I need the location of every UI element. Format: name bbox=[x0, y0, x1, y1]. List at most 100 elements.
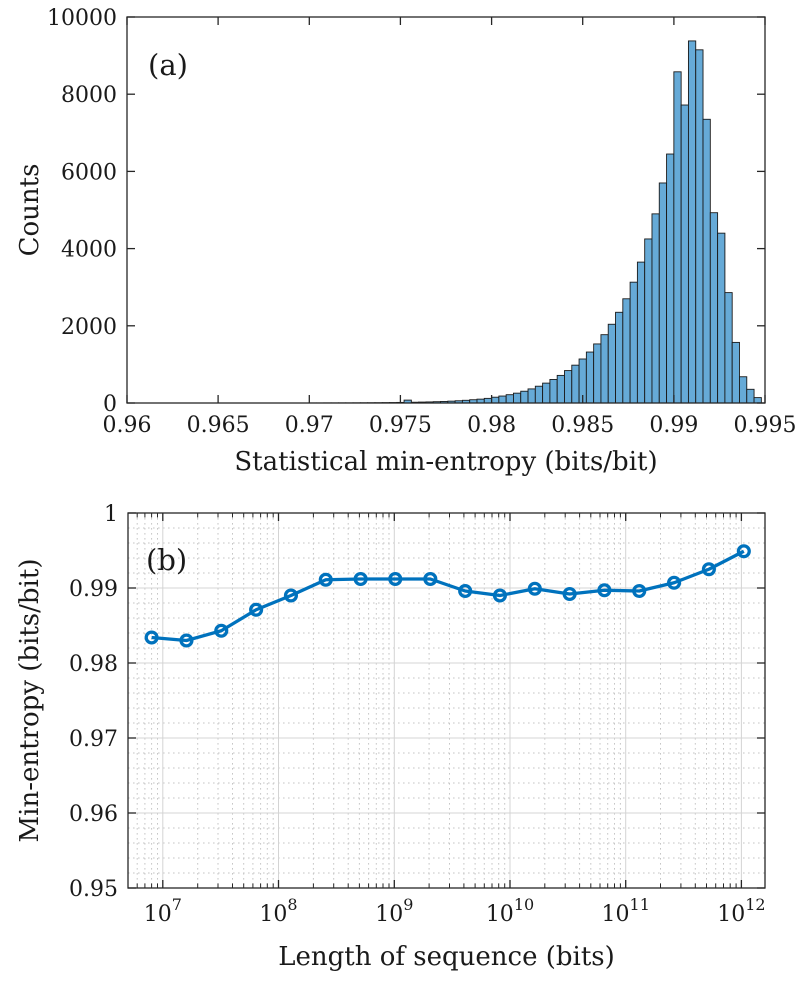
histogram-bar bbox=[753, 397, 762, 404]
panel-a-axes bbox=[126, 16, 766, 404]
panel-b-ytick-label: 1 bbox=[104, 502, 118, 527]
panel-a: 0.96 0.965 0.97 0.975 0.98 0.985 0.99 0.995 0 200… bbox=[15, 6, 796, 477]
data-point-marker bbox=[179, 633, 194, 648]
histogram-bar bbox=[527, 388, 536, 404]
panel-a-ytick-label: 10000 bbox=[47, 6, 117, 31]
data-point-marker bbox=[318, 572, 333, 587]
panel-b-xaxis-label: Length of sequence (bits) bbox=[278, 942, 615, 972]
panel-a-ytick-label: 6000 bbox=[61, 160, 117, 185]
histogram-bar bbox=[585, 351, 595, 404]
histogram-bar bbox=[571, 364, 580, 404]
panel-a-xtick-label: 0.965 bbox=[187, 413, 250, 438]
histogram-bar bbox=[607, 323, 616, 404]
panel-a-xtick-label: 0.975 bbox=[369, 413, 432, 438]
histogram-bars bbox=[308, 40, 762, 404]
histogram-bar bbox=[739, 376, 748, 404]
panel-b-label: (b) bbox=[146, 543, 187, 577]
histogram-bar bbox=[542, 382, 551, 404]
histogram-bar bbox=[695, 49, 704, 404]
histogram-bar bbox=[564, 370, 573, 404]
histogram-bar bbox=[615, 311, 624, 404]
panel-a-xtick-label: 0.985 bbox=[551, 413, 614, 438]
data-point-marker bbox=[492, 588, 507, 603]
data-point-marker bbox=[701, 562, 716, 577]
histogram-bar bbox=[636, 261, 646, 404]
panel-a-xtick-label: 0.98 bbox=[467, 413, 516, 438]
data-point-marker bbox=[527, 581, 542, 596]
panel-a-xtick-label: 0.97 bbox=[285, 413, 334, 438]
histogram-bar bbox=[731, 341, 740, 404]
histogram-bar bbox=[505, 394, 514, 404]
data-point-marker bbox=[388, 571, 403, 587]
panel-a-ytick-label: 0 bbox=[103, 392, 117, 417]
histogram-bar bbox=[666, 153, 675, 404]
histogram-bar bbox=[483, 397, 493, 404]
data-point-marker bbox=[353, 571, 368, 587]
min-entropy-line bbox=[151, 549, 745, 643]
data-point-marker bbox=[144, 630, 159, 645]
data-point-marker bbox=[667, 575, 682, 590]
histogram-bar bbox=[556, 374, 565, 404]
data-point-marker bbox=[423, 571, 438, 587]
panel-b: 107 108 109 1010 1011 1012 0.95 0.96 0.97 0.98 0.9… bbox=[15, 502, 766, 972]
histogram-bar bbox=[593, 343, 602, 404]
panel-b-ytick-label: 0.95 bbox=[69, 877, 118, 902]
histogram-bar bbox=[622, 298, 631, 404]
histogram-bar bbox=[600, 334, 609, 404]
panel-a-xaxis-label: Statistical min-entropy (bits/bit) bbox=[234, 447, 657, 477]
data-point-marker bbox=[458, 583, 473, 599]
data-point-marker bbox=[597, 583, 612, 598]
histogram-bar bbox=[687, 40, 697, 404]
panel-a-ytick-label: 8000 bbox=[61, 83, 117, 108]
data-point-marker bbox=[283, 588, 299, 603]
panel-a-tick-labels: 0.96 0.965 0.97 0.975 0.98 0.985 0.99 0.995 0 200… bbox=[47, 6, 796, 438]
histogram-bar bbox=[491, 396, 500, 404]
histogram-bar bbox=[644, 238, 653, 404]
histogram-bar bbox=[520, 390, 529, 404]
panel-a-xtick-label: 0.96 bbox=[103, 413, 152, 438]
histogram-bar bbox=[702, 118, 711, 404]
histogram-bar bbox=[658, 182, 668, 404]
data-point-marker bbox=[736, 544, 751, 559]
histogram-bar bbox=[651, 213, 660, 404]
data-point-marker bbox=[249, 602, 264, 617]
panel-b-yaxis-label: Min-entropy (bits/bit) bbox=[15, 559, 45, 843]
min-entropy-markers bbox=[144, 544, 751, 648]
panel-a-xtick-label: 0.99 bbox=[649, 413, 698, 438]
histogram-bar bbox=[498, 395, 507, 404]
panel-b-ytick-label: 0.96 bbox=[69, 802, 118, 827]
panel-b-xtick-label: 1011 bbox=[602, 895, 650, 927]
histogram-bar bbox=[746, 388, 755, 404]
histogram-bar bbox=[629, 281, 638, 404]
panel-b-xtick-label: 1010 bbox=[486, 895, 534, 927]
panel-b-minor-grid bbox=[128, 513, 765, 888]
panel-b-xtick-label: 109 bbox=[375, 895, 413, 927]
panel-b-xtick-label: 107 bbox=[144, 895, 182, 927]
histogram-bar bbox=[549, 379, 558, 404]
panel-b-major-grid bbox=[128, 513, 765, 888]
panel-b-ytick-label: 0.97 bbox=[69, 727, 118, 752]
data-point-marker bbox=[214, 623, 229, 638]
data-point-marker bbox=[562, 586, 577, 602]
panel-b-tick-labels: 107 108 109 1010 1011 1012 0.95 0.96 0.97 0.98 0.9… bbox=[69, 502, 766, 927]
histogram-bar bbox=[680, 104, 689, 404]
panel-a-ytick-label: 2000 bbox=[61, 315, 117, 340]
panel-a-xtick-label: 0.995 bbox=[734, 413, 797, 438]
histogram-bar bbox=[673, 71, 682, 404]
panel-a-yaxis-label: Counts bbox=[15, 164, 45, 257]
panel-a-label: (a) bbox=[148, 48, 188, 82]
panel-b-ytick-label: 0.98 bbox=[69, 652, 118, 677]
histogram-bar bbox=[513, 392, 522, 404]
panel-b-xtick-label: 1012 bbox=[717, 895, 765, 927]
panel-b-xtick-label: 108 bbox=[259, 895, 297, 927]
histogram-bar bbox=[717, 232, 726, 404]
histogram-bar bbox=[709, 212, 719, 404]
histogram-bar bbox=[724, 292, 733, 404]
histogram-bar bbox=[534, 385, 544, 404]
panel-b-ytick-label: 0.99 bbox=[69, 577, 118, 602]
data-point-marker bbox=[632, 583, 647, 599]
panel-b-axes bbox=[127, 512, 766, 889]
panel-a-ytick-label: 4000 bbox=[61, 238, 117, 263]
